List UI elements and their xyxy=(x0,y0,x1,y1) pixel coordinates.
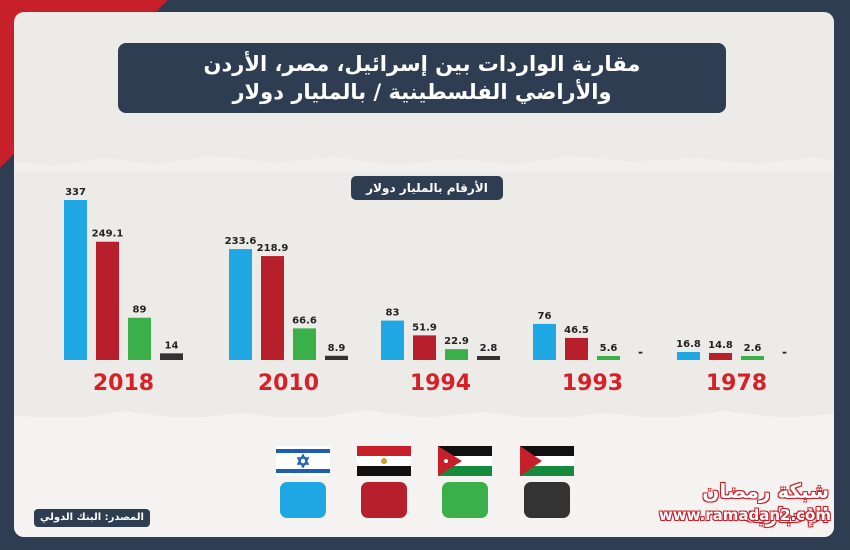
bar-israel-2010 xyxy=(229,249,252,360)
data-label-palestine-2010: 8.9 xyxy=(328,343,346,354)
paper-tear-top xyxy=(14,156,834,172)
data-label-egypt-1978: 14.8 xyxy=(708,340,733,351)
unit-label: الأرقام بالمليار دولار xyxy=(351,176,503,200)
data-label-israel-1993: 76 xyxy=(538,311,552,322)
bar-jordan-2010 xyxy=(293,328,316,360)
bar-egypt-2010 xyxy=(261,256,284,360)
data-label-egypt-1993: 46.5 xyxy=(564,325,589,336)
year-label-1993: 1993 xyxy=(562,371,623,396)
data-label-jordan-2018: 89 xyxy=(133,305,147,316)
bar-egypt-1993 xyxy=(565,337,588,360)
data-label-palestine-2018: 14 xyxy=(165,340,179,351)
data-label-jordan-1993: 5.6 xyxy=(600,343,618,354)
data-label-palestine-1993: - xyxy=(638,345,643,359)
data-label-israel-2018: 337 xyxy=(65,187,86,198)
source-label: المصدر: البنك الدولي xyxy=(34,509,150,527)
year-label-1994: 1994 xyxy=(410,371,471,396)
bar-egypt-2018 xyxy=(96,241,119,360)
chart-title: مقارنة الواردات بين إسرائيل، مصر، الأردن… xyxy=(118,43,726,113)
data-label-palestine-1978: - xyxy=(782,345,787,359)
year-label-1978: 1978 xyxy=(706,371,767,396)
bar-egypt-1978 xyxy=(709,352,732,360)
title-line-1: مقارنة الواردات بين إسرائيل، مصر، الأردن xyxy=(203,52,641,76)
year-label-2010: 2010 xyxy=(258,371,319,396)
data-label-israel-1994: 83 xyxy=(386,308,400,319)
paper-tear-bottom xyxy=(14,410,834,429)
bar-jordan-1993 xyxy=(597,356,620,360)
brand-name: شبكة رمضان الإخبارية xyxy=(702,479,829,527)
bar-jordan-1994 xyxy=(445,349,468,360)
bar-egypt-1994 xyxy=(413,335,436,360)
israel-legend-swatch xyxy=(280,482,326,518)
data-label-israel-2010: 233.6 xyxy=(225,236,257,247)
data-label-palestine-1994: 2.8 xyxy=(480,343,498,354)
jordan-legend-swatch xyxy=(442,482,488,518)
egypt-flag-icon xyxy=(357,446,411,476)
data-label-jordan-2010: 66.6 xyxy=(292,315,317,326)
palestine-flag-icon xyxy=(520,446,574,476)
bar-israel-1994 xyxy=(381,320,404,360)
bar-palestine-2010 xyxy=(325,355,348,360)
data-label-egypt-1994: 51.9 xyxy=(412,322,437,333)
bar-palestine-2018 xyxy=(160,353,183,360)
israel-flag-icon xyxy=(276,446,330,476)
data-label-egypt-2018: 249.1 xyxy=(92,229,124,240)
year-label-2018: 2018 xyxy=(93,371,154,396)
data-label-jordan-1994: 22.9 xyxy=(444,336,469,347)
bar-jordan-2018 xyxy=(128,317,151,360)
brand-url: www.ramadan2.com xyxy=(658,506,831,524)
bar-palestine-1994 xyxy=(477,356,500,360)
bar-israel-2018 xyxy=(64,200,87,360)
paper-lower-section xyxy=(14,417,834,537)
palestine-legend-swatch xyxy=(524,482,570,518)
bar-jordan-1978 xyxy=(741,356,764,360)
egypt-legend-swatch xyxy=(361,482,407,518)
data-label-israel-1978: 16.8 xyxy=(676,339,701,350)
data-label-egypt-2010: 218.9 xyxy=(257,243,289,254)
bar-israel-1993 xyxy=(533,323,556,360)
title-line-2: والأراضي الفلسطينية / بالمليار دولار xyxy=(232,80,612,104)
data-label-jordan-1978: 2.6 xyxy=(744,343,762,354)
jordan-flag-icon xyxy=(438,446,492,476)
bar-israel-1978 xyxy=(677,352,700,360)
infographic-card: مقارنة الواردات بين إسرائيل، مصر، الأردن… xyxy=(14,12,834,537)
